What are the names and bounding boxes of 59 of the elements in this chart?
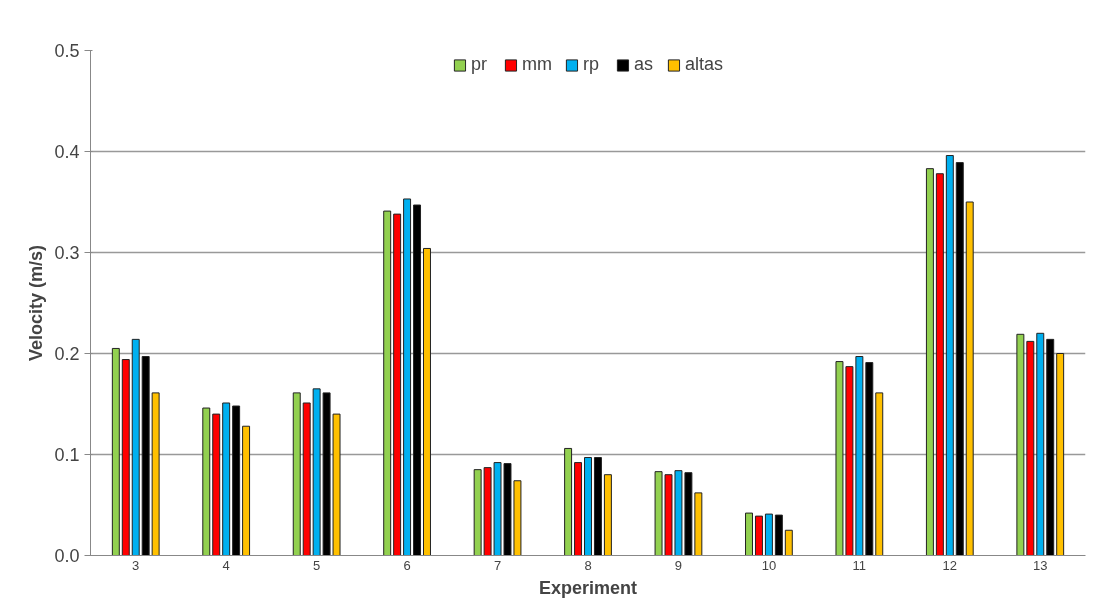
x-axis-title: Experiment [538, 577, 638, 598]
bar [403, 198, 412, 556]
bar [774, 514, 783, 556]
x-tick-label: 12 [942, 557, 958, 573]
bar [875, 392, 884, 556]
bar [584, 457, 592, 556]
legend-label: as [633, 54, 654, 75]
bar [945, 155, 954, 556]
x-tick-label: 4 [222, 557, 230, 573]
bar [603, 474, 612, 556]
bar [1056, 353, 1065, 556]
bar [1046, 338, 1055, 556]
legend-label: altas [684, 54, 724, 75]
y-axis-title: Velocity (m/s) [26, 244, 47, 362]
bar [564, 447, 573, 556]
bar [393, 213, 402, 556]
x-tick-label: 10 [761, 557, 777, 573]
bar [935, 173, 944, 556]
bar [423, 247, 431, 556]
y-tick-label: 0.5 [54, 41, 80, 61]
y-tick-label: 0.4 [54, 142, 80, 162]
bar [232, 405, 241, 556]
bar [965, 201, 974, 556]
bar [745, 512, 753, 556]
bar [111, 347, 120, 556]
bar [222, 402, 231, 556]
bar [383, 210, 392, 556]
legend-label: mm [521, 54, 552, 75]
bar [955, 162, 964, 556]
bar [292, 392, 301, 556]
bar [202, 407, 211, 556]
legend-label: rp [582, 54, 600, 75]
x-tick-label: 3 [132, 557, 140, 573]
y-tick-label: 0.3 [54, 243, 80, 263]
bar [764, 513, 773, 556]
x-tick-label: 5 [313, 557, 321, 573]
y-tick-label: 0.2 [54, 344, 80, 364]
x-tick-label: 8 [584, 557, 592, 573]
legend-label: pr [470, 54, 488, 75]
bar [413, 204, 422, 556]
bar [302, 402, 311, 556]
bar [865, 362, 874, 556]
x-tick-label: 7 [493, 557, 502, 573]
bar [593, 457, 602, 556]
y-tick-label: 0.0 [54, 546, 80, 566]
x-tick-label: 11 [852, 557, 867, 573]
bar [131, 338, 140, 556]
x-tick-label: 13 [1033, 557, 1048, 573]
bar [574, 462, 583, 556]
bar [784, 529, 793, 556]
y-tick-label: 0.1 [54, 445, 80, 465]
bar [754, 515, 763, 556]
bar [925, 168, 934, 556]
bar [121, 359, 130, 556]
bar [1036, 332, 1045, 556]
x-tick-label: 6 [403, 557, 411, 573]
bar [242, 425, 251, 556]
x-tick-label: 9 [674, 557, 683, 573]
bar [212, 413, 221, 556]
